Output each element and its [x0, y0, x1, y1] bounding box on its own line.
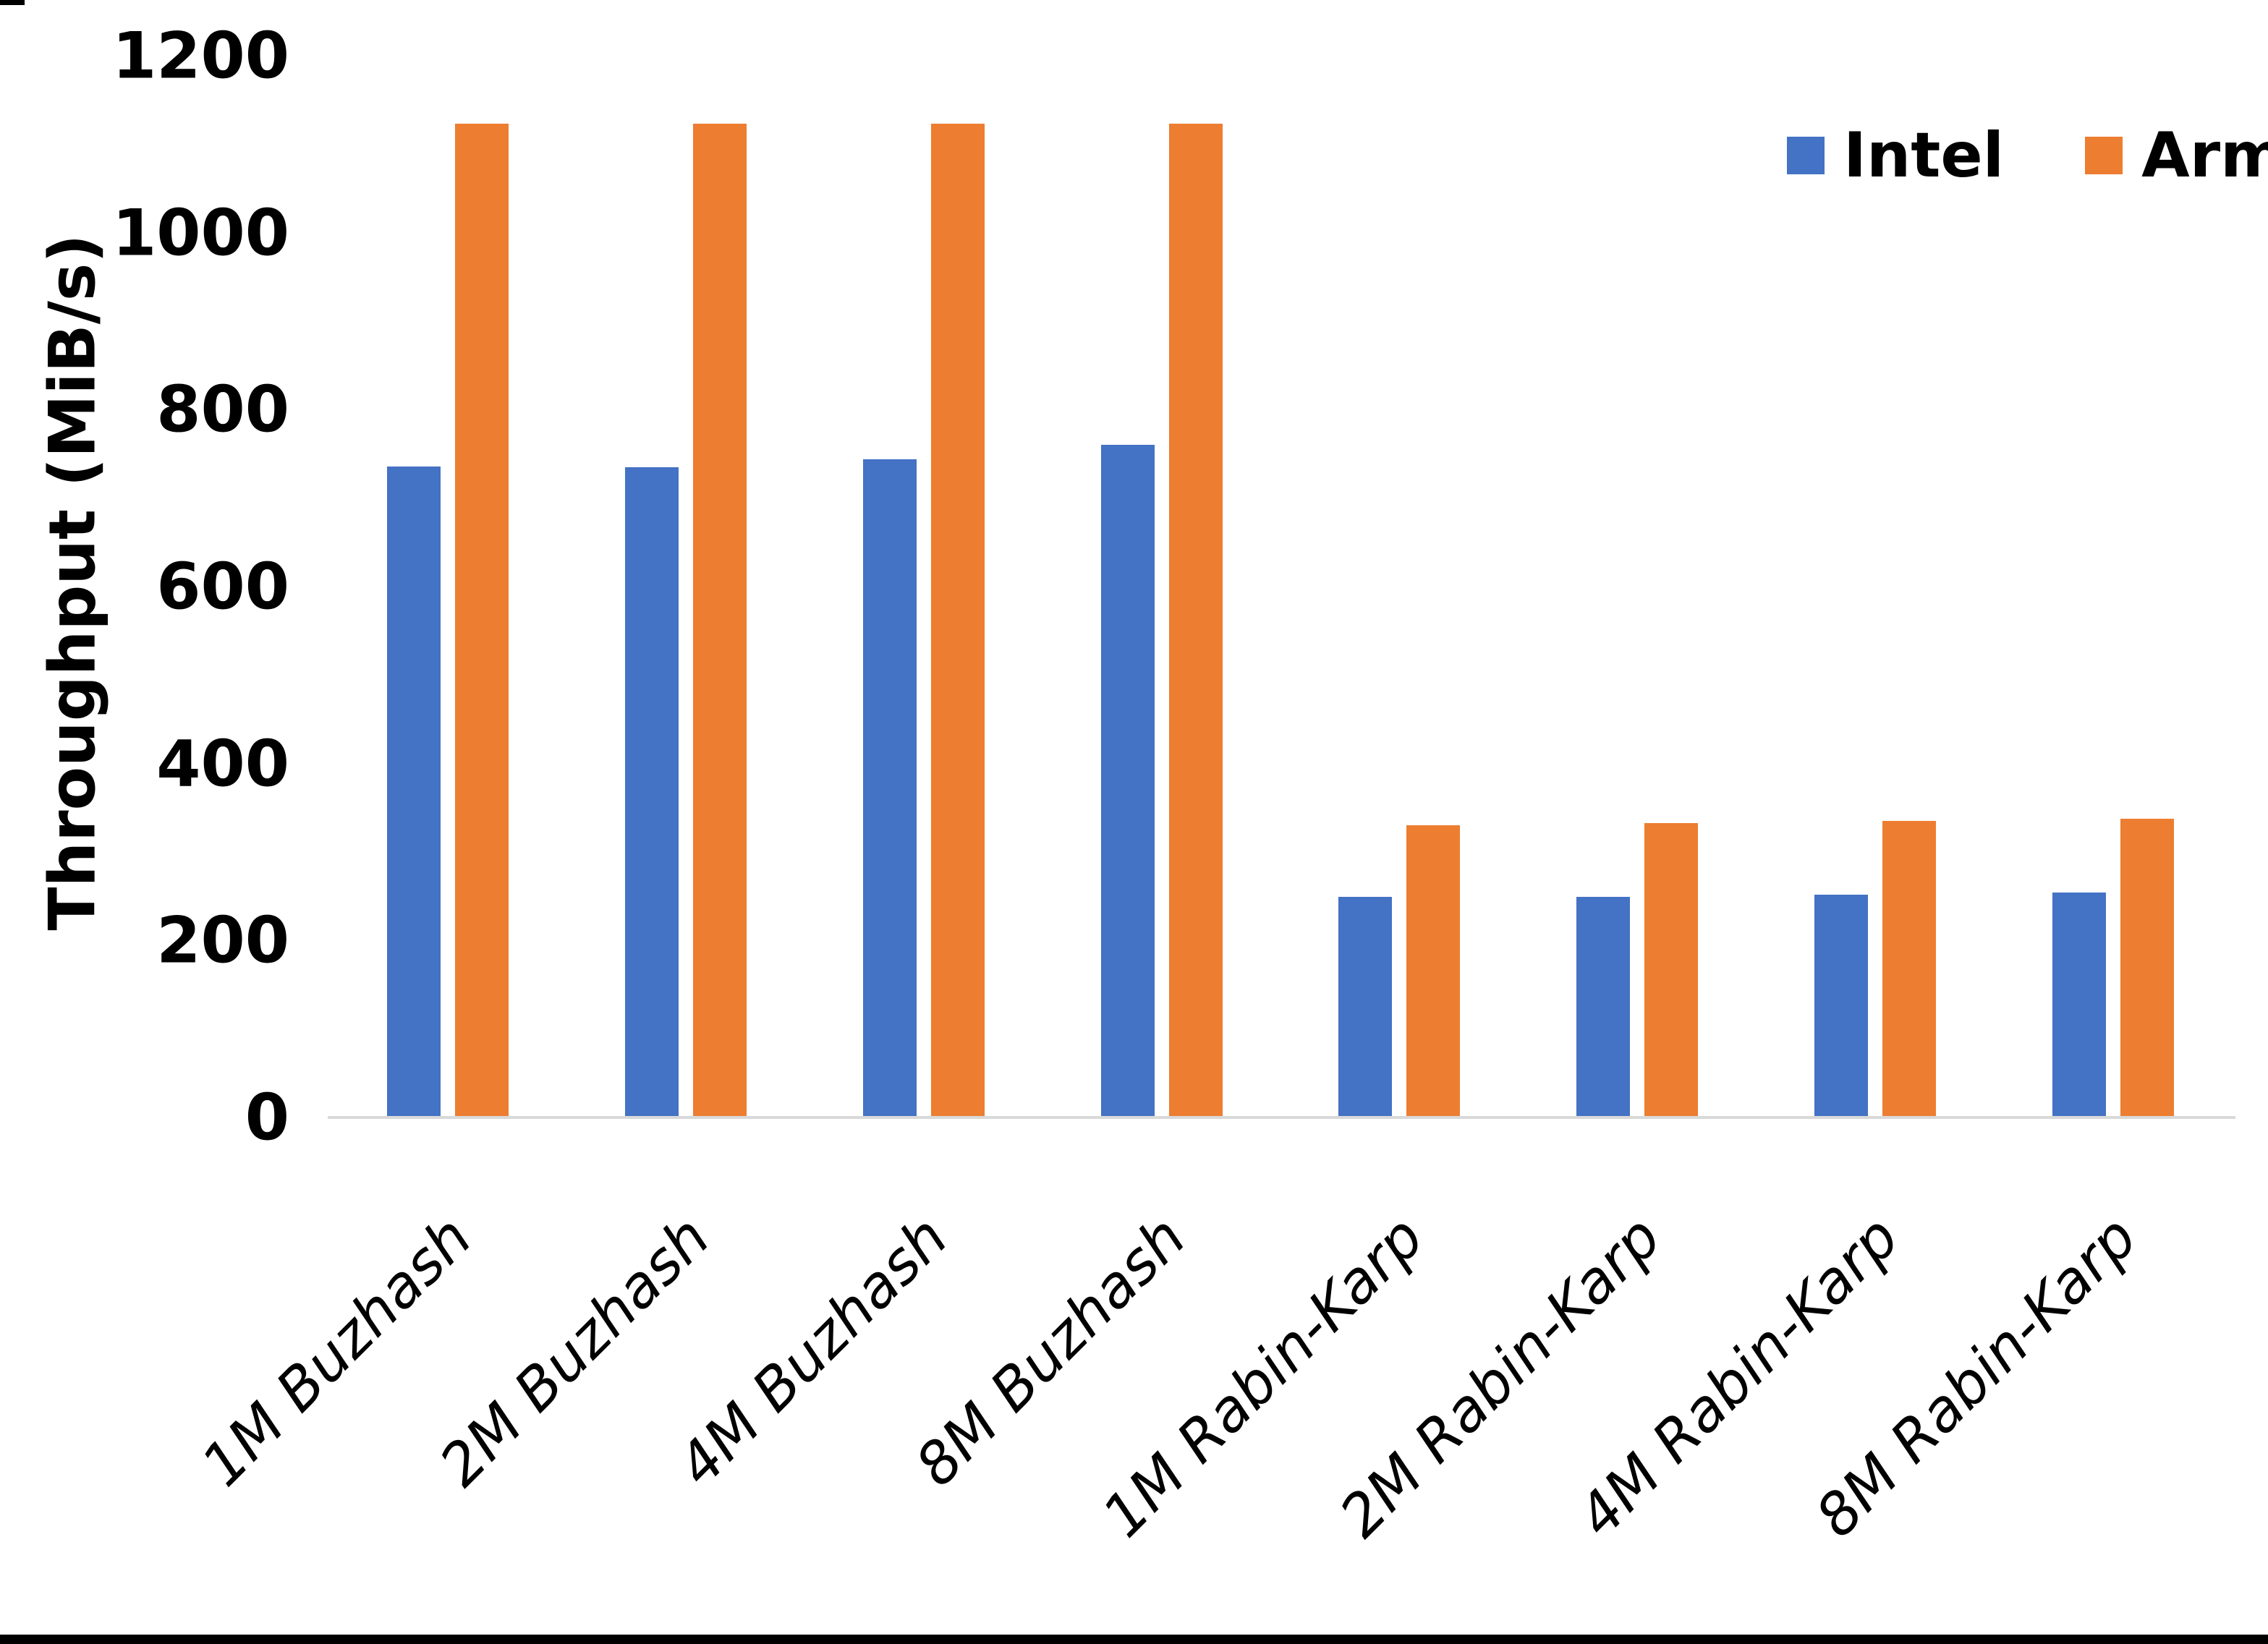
intel-series-swatch [1787, 137, 1825, 174]
legend-label-arm: Arm [2141, 119, 2268, 192]
bar-intel-2m-buzhash [625, 467, 679, 1117]
y-tick-label-800: 800 [156, 372, 289, 447]
bar-arm-1m-rabin-karp [1406, 825, 1461, 1117]
bar-intel-8m-rabin-karp [2052, 893, 2106, 1117]
bar-intel-1m-rabin-karp [1338, 897, 1393, 1117]
y-axis-title: Throughput (MiB/s) [35, 234, 110, 931]
bar-intel-8m-buzhash [1100, 445, 1155, 1117]
y-tick-label-1000: 1000 [112, 195, 289, 271]
bar-intel-2m-rabin-karp [1576, 897, 1631, 1117]
legend-label-intel: Intel [1843, 119, 2005, 192]
y-tick-label-200: 200 [156, 903, 289, 978]
bar-arm-8m-buzhash [1168, 124, 1223, 1117]
window-bottom-border [0, 1635, 2268, 1644]
arm-series-swatch [2085, 137, 2123, 174]
bar-arm-1m-buzhash [455, 124, 509, 1117]
legend-item-intel: Intel [1787, 119, 2004, 192]
bar-arm-2m-buzhash [693, 124, 747, 1117]
y-tick-label-1200: 1200 [112, 18, 289, 93]
window-edge-mark [0, 0, 25, 5]
bar-arm-8m-rabin-karp [2120, 818, 2174, 1117]
bar-arm-4m-rabin-karp [1882, 821, 1936, 1117]
bar-intel-1m-buzhash [387, 466, 441, 1117]
bar-arm-2m-rabin-karp [1644, 822, 1699, 1117]
bar-intel-4m-buzhash [862, 459, 917, 1117]
y-tick-label-600: 600 [156, 549, 289, 624]
legend: Intel Arm [1787, 119, 2268, 192]
x-axis-line [328, 1116, 2235, 1119]
legend-item-arm: Arm [2085, 119, 2268, 192]
y-tick-label-0: 0 [245, 1080, 289, 1155]
bar-arm-4m-buzhash [930, 124, 985, 1117]
bar-intel-4m-rabin-karp [1814, 894, 1868, 1117]
y-tick-label-400: 400 [156, 726, 289, 801]
